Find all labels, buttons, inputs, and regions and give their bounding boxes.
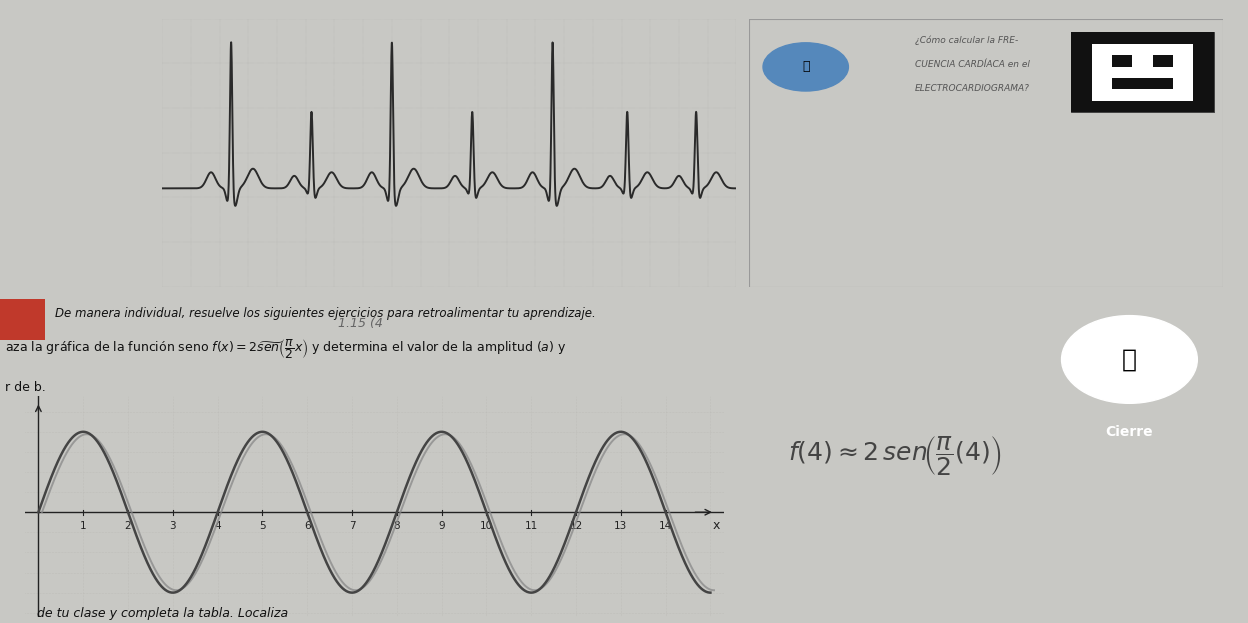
- Bar: [1153, 78, 1173, 90]
- Circle shape: [763, 43, 849, 91]
- Text: 5: 5: [260, 521, 266, 531]
- Text: x: x: [713, 520, 720, 533]
- Bar: [1153, 32, 1173, 44]
- Bar: [1132, 32, 1153, 44]
- Text: Cierre: Cierre: [1106, 425, 1153, 439]
- Text: 7: 7: [348, 521, 356, 531]
- Text: aza la gráfica de la función seno $f(x) = 2\widetilde{sen}\left(\dfrac{\pi}{2}x\: aza la gráfica de la función seno $f(x) …: [5, 337, 567, 361]
- Text: 9: 9: [438, 521, 446, 531]
- Text: 10: 10: [479, 521, 493, 531]
- Bar: [1173, 32, 1193, 44]
- Text: 1: 1: [80, 521, 86, 531]
- Text: 14: 14: [659, 521, 673, 531]
- Bar: [1071, 101, 1092, 112]
- Bar: [1153, 55, 1173, 67]
- Circle shape: [1062, 316, 1197, 403]
- Bar: [0, 299, 45, 340]
- Bar: [1193, 78, 1213, 90]
- Bar: [1071, 32, 1213, 112]
- Bar: [1193, 55, 1213, 67]
- Bar: [1092, 101, 1112, 112]
- Text: 8: 8: [393, 521, 401, 531]
- Text: 6: 6: [303, 521, 311, 531]
- Text: de tu clase y completa la tabla. Localiza: de tu clase y completa la tabla. Localiz…: [37, 607, 288, 620]
- Text: 13: 13: [614, 521, 628, 531]
- Text: De manera individual, resuelve los siguientes ejercicios para retroalimentar tu : De manera individual, resuelve los sigui…: [55, 307, 595, 320]
- Bar: [1071, 78, 1092, 90]
- Text: ELECTROCARDIOGRAMA?: ELECTROCARDIOGRAMA?: [915, 84, 1030, 93]
- Bar: [1132, 78, 1153, 90]
- Text: 12: 12: [569, 521, 583, 531]
- Text: 1.15 (4: 1.15 (4: [338, 316, 383, 330]
- Bar: [1112, 78, 1132, 90]
- Bar: [1112, 101, 1132, 112]
- Text: CUENCIA CARDÍACA en el: CUENCIA CARDÍACA en el: [915, 60, 1030, 69]
- Bar: [1071, 32, 1092, 44]
- Text: 🔑: 🔑: [1122, 348, 1137, 371]
- Bar: [1193, 67, 1213, 78]
- Bar: [1071, 44, 1092, 55]
- Bar: [1092, 32, 1112, 44]
- Bar: [1173, 101, 1193, 112]
- Bar: [1071, 55, 1092, 67]
- Bar: [1071, 90, 1092, 101]
- Bar: [1193, 44, 1213, 55]
- Bar: [1112, 55, 1132, 67]
- Text: 🌍: 🌍: [802, 60, 810, 74]
- Text: 11: 11: [524, 521, 538, 531]
- Text: 3: 3: [170, 521, 176, 531]
- Bar: [1193, 101, 1213, 112]
- Bar: [1112, 32, 1132, 44]
- Text: ¿Cómo calcular la FRE-: ¿Cómo calcular la FRE-: [915, 36, 1018, 45]
- Text: 4: 4: [215, 521, 221, 531]
- Bar: [1132, 101, 1153, 112]
- Text: 2: 2: [125, 521, 131, 531]
- Text: r de b.: r de b.: [5, 381, 46, 394]
- Bar: [1193, 32, 1213, 44]
- Bar: [1153, 101, 1173, 112]
- Bar: [1071, 67, 1092, 78]
- Bar: [1193, 90, 1213, 101]
- Text: $f(4){\approx}2\,sen\!\left(\dfrac{\pi}{2}(4)\right)$: $f(4){\approx}2\,sen\!\left(\dfrac{\pi}{…: [787, 434, 1002, 478]
